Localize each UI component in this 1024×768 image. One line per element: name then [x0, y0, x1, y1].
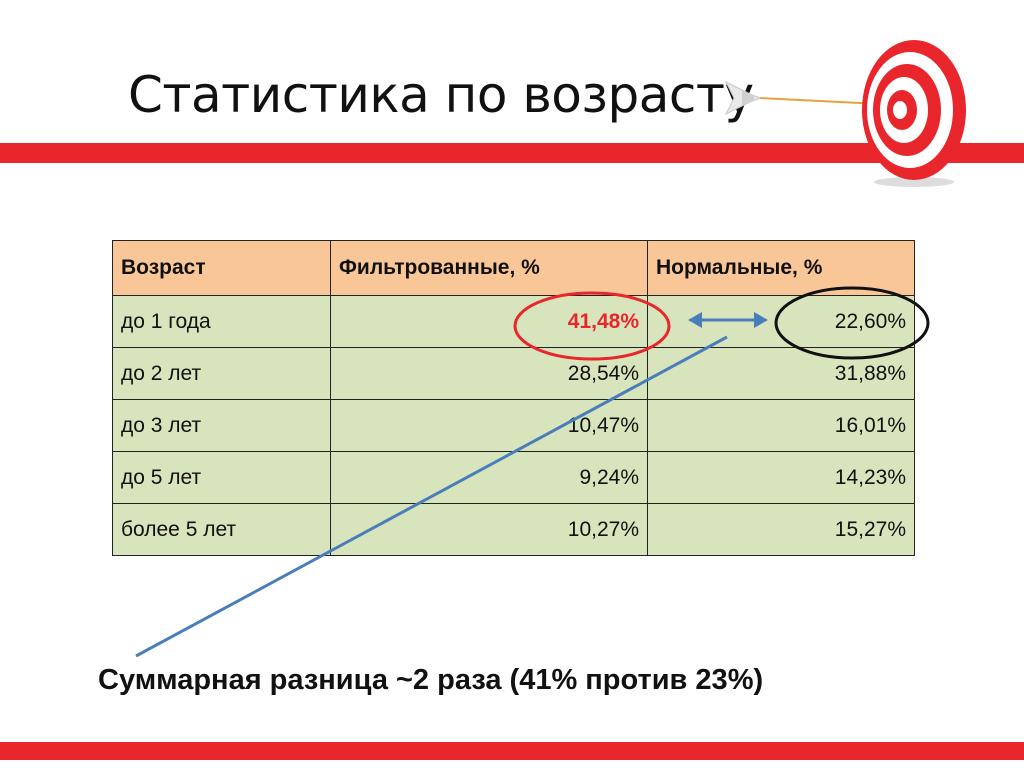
filtered-cell: 10,47% — [330, 399, 648, 452]
bottom-red-band — [0, 742, 1024, 760]
table-row: до 1 года 41,48% 22,60% — [112, 295, 915, 348]
normal-cell: 31,88% — [647, 347, 915, 400]
age-cell: более 5 лет — [112, 503, 331, 556]
slide-title: Статистика по возрасту — [128, 66, 754, 124]
table-row: более 5 лет 10,27% 15,27% — [112, 503, 915, 556]
summary-text: Суммарная разница ~2 раза (41% против 23… — [98, 664, 764, 696]
filtered-cell: 28,54% — [330, 347, 648, 400]
normal-cell: 22,60% — [647, 295, 915, 348]
target-icon — [862, 40, 966, 187]
age-cell: до 2 лет — [112, 347, 331, 400]
filtered-cell: 9,24% — [330, 451, 648, 504]
age-cell: до 3 лет — [112, 399, 331, 452]
table-row: до 2 лет 28,54% 31,88% — [112, 347, 915, 400]
table-row: до 3 лет 10,47% 16,01% — [112, 399, 915, 452]
table-header-row: Возраст Фильтрованные, % Нормальные, % — [112, 240, 915, 296]
header-filtered: Фильтрованные, % — [330, 240, 648, 296]
filtered-cell-highlighted: 41,48% — [330, 295, 648, 348]
age-cell: до 1 года — [112, 295, 331, 348]
header-age: Возраст — [112, 240, 331, 296]
normal-cell: 14,23% — [647, 451, 915, 504]
normal-cell: 15,27% — [647, 503, 915, 556]
header-normal: Нормальные, % — [647, 240, 915, 296]
arrow-icon — [724, 80, 880, 116]
age-cell: до 5 лет — [112, 451, 331, 504]
filtered-cell: 10,27% — [330, 503, 648, 556]
table-row: до 5 лет 9,24% 14,23% — [112, 451, 915, 504]
top-red-band — [0, 143, 1024, 163]
normal-cell: 16,01% — [647, 399, 915, 452]
age-statistics-table: Возраст Фильтрованные, % Нормальные, % д… — [112, 240, 915, 556]
